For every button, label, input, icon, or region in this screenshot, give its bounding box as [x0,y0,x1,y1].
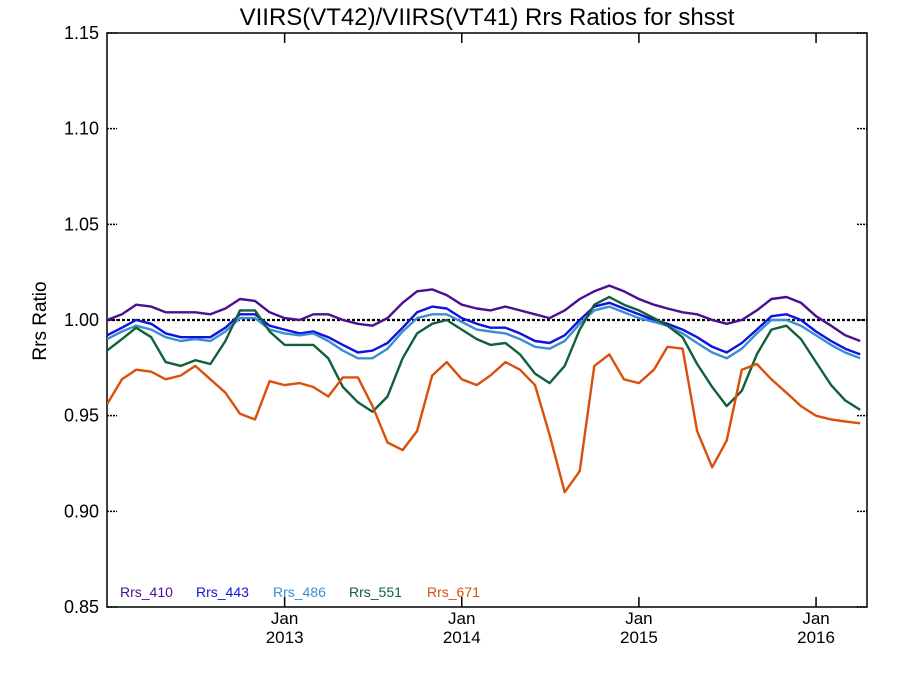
legend-entry-rrs-671: Rrs_671 [427,584,480,600]
y-tick-label: 0.90 [64,501,99,521]
series-line-rrs-410 [107,284,861,343]
legend-entry-rrs-551: Rrs_551 [349,584,402,600]
y-tick-label: 1.15 [64,23,99,43]
legend-entry-rrs-410: Rrs_410 [120,584,173,600]
x-tick-year-label: 2016 [797,628,835,647]
x-tick-year-label: 2014 [443,628,481,647]
series-line-rrs-551 [107,295,861,413]
y-tick-label: 1.05 [64,214,99,234]
legend-entry-rrs-443: Rrs_443 [196,584,249,600]
y-tick-label: 1.00 [64,310,99,330]
y-tick-label: 0.95 [64,406,99,426]
x-tick-month-label: Jan [625,609,652,628]
y-tick-label: 1.10 [64,119,99,139]
legend: Rrs_410 Rrs_443 Rrs_486 Rrs_551 Rrs_671 [120,584,480,600]
y-tick-label: 0.85 [64,597,99,617]
legend-entry-rrs-486: Rrs_486 [273,584,326,600]
x-tick-month-label: Jan [448,609,475,628]
x-tick-year-label: 2015 [620,628,658,647]
series-line-rrs-671 [107,345,861,494]
x-tick-month-label: Jan [271,609,298,628]
series-line-rrs-443 [107,301,861,356]
chart-title: VIIRS(VT42)/VIIRS(VT41) Rrs Ratios for s… [240,4,735,31]
x-tick-month-label: Jan [802,609,829,628]
series-layer [107,284,861,494]
x-tick-year-label: 2013 [266,628,304,647]
y-axis-label: Rrs Ratio [30,281,51,360]
